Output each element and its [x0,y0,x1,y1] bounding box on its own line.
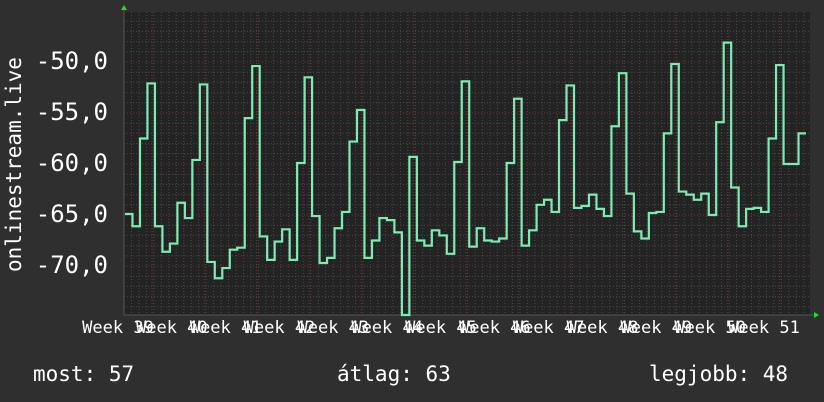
x-tick-label: Week 49 [620,318,693,338]
plot-area [124,12,810,315]
x-tick-label: Week 46 [459,318,531,338]
data-series-line [125,41,806,317]
y-tick-label: -70,0 [35,251,108,280]
x-tick-label: Week 45 [405,318,477,338]
x-tick-label: Week 50 [674,318,746,338]
x-tick-label: Week 40 [136,318,208,338]
x-tick-label: Week 51 [728,318,800,338]
y-tick-label: -50,0 [35,46,108,75]
x-tick-label: Week 42 [243,318,316,338]
y-tick-label: -55,0 [35,98,108,126]
x-tick-label: Week 47 [512,318,585,338]
y-axis-arrow-icon [121,5,127,10]
x-tick-label: Week 41 [189,318,262,338]
x-axis-arrow-icon [814,312,819,318]
y-tick-label: -60,0 [35,149,108,177]
max-value: legjobb: 48 [649,362,789,386]
x-tick-label: Week 48 [566,318,639,338]
x-tick-label: Week 39 [82,318,154,338]
y-tick-label: -65,0 [35,200,108,229]
y-axis-label: onlinestream.live [2,57,26,272]
current-value: most: 57 [33,362,135,386]
x-tick-label: Week 44 [351,318,423,338]
x-tick-label: Week 43 [297,318,370,338]
average-value: átlag: 63 [337,362,451,386]
